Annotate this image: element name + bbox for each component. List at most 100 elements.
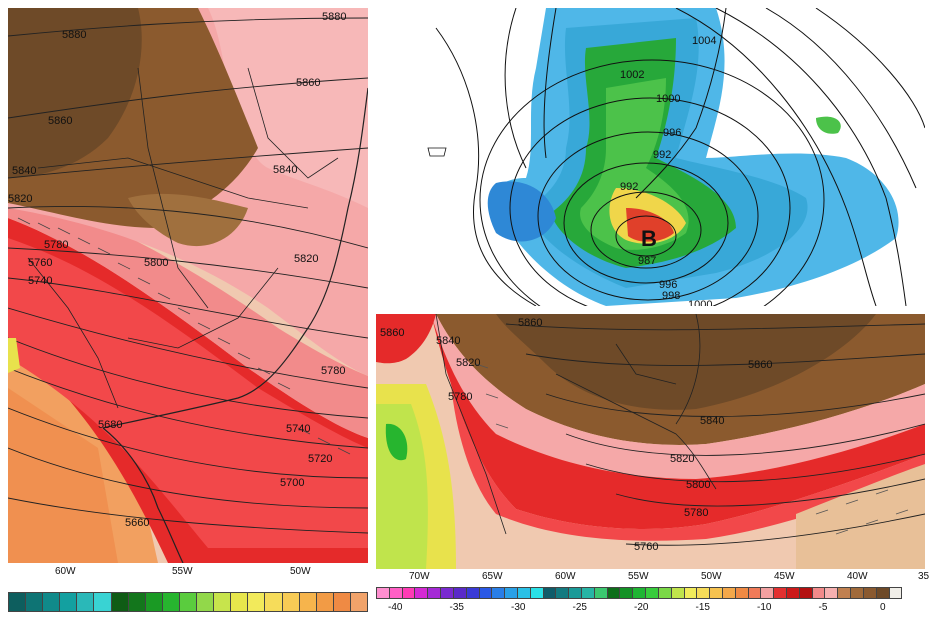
colorbar-cell <box>569 587 582 599</box>
lon-label: 55W <box>628 571 649 582</box>
colorbar-cell <box>787 587 800 599</box>
colorbar-cell <box>889 587 903 599</box>
contour-label: 5780 <box>44 239 68 251</box>
lon-label: 60W <box>555 571 576 582</box>
colorbar-cell <box>517 587 531 599</box>
colorbar-cell <box>282 592 300 612</box>
low-pressure-marker: B <box>641 226 657 251</box>
pressure-map-svg: B 1004 1002 1000 996 992 992 987 996 998… <box>376 8 925 306</box>
contour-label: 5880 <box>62 29 86 41</box>
lon-label: 40W <box>847 571 868 582</box>
colorbar-cell <box>697 587 711 599</box>
colorbar-tick-label: -20 <box>634 602 649 613</box>
colorbar-cell <box>316 592 334 612</box>
lon-label: 35 <box>918 571 930 582</box>
contour-label: 5840 <box>436 335 460 347</box>
colorbar-cell <box>838 587 852 599</box>
colorbar-cell <box>231 592 249 612</box>
colorbar-cell <box>505 587 518 599</box>
colorbar-cell <box>179 592 198 612</box>
colorbar-cell <box>43 592 61 612</box>
colorbar-cell <box>248 592 266 612</box>
colorbar-cell <box>389 587 403 599</box>
colorbar-cell <box>543 587 557 599</box>
colorbar-cell <box>214 592 232 612</box>
colorbar-cell <box>799 587 813 599</box>
colorbar-cell <box>556 587 570 599</box>
bottom-geopotential-map: 5860 5840 5820 5780 5860 5860 5840 5820 … <box>376 314 925 569</box>
colorbar-cell <box>265 592 283 612</box>
colorbar-tick-label: -5 <box>818 602 828 613</box>
colorbar-cell <box>735 587 749 599</box>
colorbar-cell <box>453 587 467 599</box>
colorbar-cell <box>402 587 416 599</box>
bottom-colorbar <box>376 587 903 599</box>
colorbar-cell <box>415 587 429 599</box>
colorbar-tick-label: -40 <box>388 602 403 613</box>
left-colorbar <box>8 592 368 612</box>
colorbar-cell <box>607 587 621 599</box>
contour-label: 5820 <box>670 453 694 465</box>
colorbar-cell <box>851 587 864 599</box>
contour-label: 5780 <box>321 365 345 377</box>
colorbar-cell <box>684 587 698 599</box>
isobar-label: 1000 <box>688 299 712 306</box>
contour-label: 5820 <box>294 253 318 265</box>
contour-label: 5740 <box>286 423 310 435</box>
colorbar-cell <box>77 592 95 612</box>
left-map-svg: 5880 5880 5860 5860 5840 5840 5820 5820 … <box>8 8 368 563</box>
isobar-label: 992 <box>620 181 638 193</box>
colorbar-cell <box>376 587 390 599</box>
contour-label: 5860 <box>48 115 72 127</box>
contour-label: 5860 <box>380 327 404 339</box>
sea-level-pressure-map: B 1004 1002 1000 996 992 992 987 996 998… <box>376 8 925 306</box>
contour-label: 5840 <box>12 165 36 177</box>
colorbar-cell <box>594 587 608 599</box>
isobar-label: 1004 <box>692 35 716 47</box>
colorbar-cell <box>582 587 595 599</box>
contour-label: 5820 <box>456 357 480 369</box>
lon-label: 65W <box>482 571 503 582</box>
colorbar-cell <box>492 587 506 599</box>
left-geopotential-map: 5880 5880 5860 5860 5840 5840 5820 5820 … <box>8 8 368 563</box>
colorbar-cell <box>111 592 129 612</box>
colorbar-cell <box>646 587 659 599</box>
colorbar-cell <box>299 592 317 612</box>
contour-label: 5800 <box>686 479 710 491</box>
contour-label: 5740 <box>28 275 52 287</box>
colorbar-tick-label: -10 <box>757 602 772 613</box>
colorbar-cell <box>441 587 454 599</box>
contour-label: 5860 <box>296 77 320 89</box>
isobar-label: 996 <box>663 127 681 139</box>
contour-label: 5780 <box>684 507 708 519</box>
lon-label: 60W <box>55 566 76 577</box>
contour-label: 5820 <box>8 193 32 205</box>
colorbar-cell <box>128 592 146 612</box>
colorbar-cell <box>761 587 775 599</box>
colorbar-cell <box>671 587 685 599</box>
colorbar-cell <box>466 587 480 599</box>
colorbar-cell <box>94 592 112 612</box>
contour-label: 5860 <box>748 359 772 371</box>
isobar-label: 998 <box>662 290 680 302</box>
contour-label: 5660 <box>125 517 149 529</box>
lon-label: 50W <box>290 566 311 577</box>
isobar-label: 987 <box>638 255 656 267</box>
colorbar-cell <box>530 587 544 599</box>
isobar-label: 1002 <box>620 69 644 81</box>
contour-label: 5760 <box>28 257 52 269</box>
contour-label: 5680 <box>98 419 122 431</box>
colorbar-tick-label: 0 <box>880 602 886 613</box>
colorbar-cell <box>333 592 351 612</box>
colorbar-cell <box>60 592 78 612</box>
lon-label: 45W <box>774 571 795 582</box>
colorbar-cell <box>748 587 762 599</box>
lon-label: 70W <box>409 571 430 582</box>
contour-label: 5720 <box>308 453 332 465</box>
isobar-label: 992 <box>653 149 671 161</box>
colorbar-cell <box>479 587 493 599</box>
contour-label: 5780 <box>448 391 472 403</box>
colorbar-cell <box>710 587 723 599</box>
colorbar-cell <box>774 587 787 599</box>
colorbar-cell <box>876 587 890 599</box>
